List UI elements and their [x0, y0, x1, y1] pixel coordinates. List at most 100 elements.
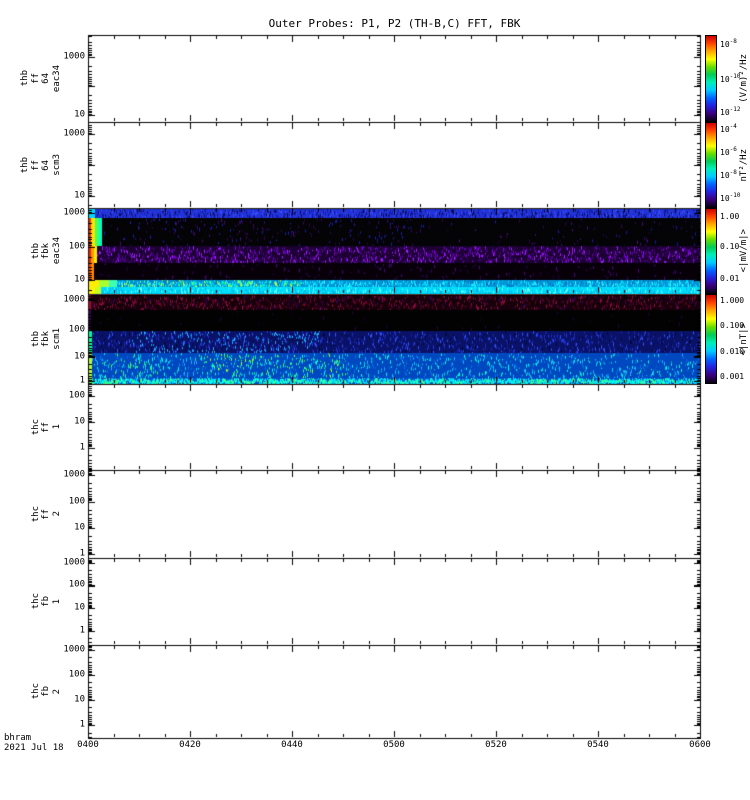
y-axis-label-line: thc — [30, 418, 41, 436]
y-axis-label-line: scm1 — [51, 328, 62, 350]
y-tick-label: 1000 — [63, 51, 85, 62]
colorbar-tick-label: 0.10 — [720, 241, 740, 251]
x-tick-label: 0420 — [179, 740, 201, 750]
y-tick-label: 1000 — [63, 557, 85, 568]
y-axis-label-line: scm3 — [51, 154, 62, 176]
colorbar-tick-label: 10-8 — [720, 37, 737, 49]
colorbar-unit-thb-ff-64-scm3: nT²/Hz — [737, 122, 750, 208]
exponent: -8 — [729, 169, 737, 177]
y-tick-label: 1 — [79, 625, 85, 636]
y-tick-label: 1000 — [63, 128, 85, 139]
y-axis-label-line: fb — [41, 686, 52, 697]
y-axis-label-line: ff — [41, 508, 52, 520]
y-tick-label: 1 — [79, 719, 85, 730]
y-tick-label: 10 — [74, 602, 85, 613]
colorbar-tick-label: 0.01 — [720, 273, 740, 283]
y-axis-label-line: thc — [30, 683, 41, 700]
exponent: -12 — [729, 105, 741, 113]
exponent: -6 — [729, 146, 737, 154]
y-tick-label: 100 — [68, 241, 85, 252]
y-tick-label: 100 — [68, 324, 85, 335]
y-tick-label: 1000 — [63, 207, 85, 218]
y-axis-label-line: 2 — [51, 511, 62, 517]
colorbar-tick-label: 10-10 — [720, 72, 741, 84]
y-tick-label: 10 — [74, 416, 85, 427]
y-tick-label: 10 — [74, 351, 85, 362]
colorbar-thb-fbk-scm1 — [705, 294, 717, 384]
colorbar-thb-fbk-eac34 — [705, 208, 717, 294]
colorbar-unit-thb-fbk-eac34: <|mV/m|> — [737, 208, 750, 294]
exponent: -8 — [729, 37, 737, 45]
y-axis-label-thc-ff-2: thc ff 2 — [20, 470, 62, 558]
x-tick-label: 0500 — [383, 740, 405, 750]
y-tick-label: 1 — [79, 442, 85, 453]
colorbar-tick-label: 10-12 — [720, 105, 741, 117]
x-tick-label: 0520 — [485, 740, 507, 750]
plot-title: Outer Probes: P1, P2 (TH-B,C) FFT, FBK — [268, 17, 521, 30]
y-axis-label-line: 1 — [51, 598, 62, 605]
colorbar-tick-label: 10-4 — [720, 123, 737, 134]
y-axis-label-line: fbk — [41, 242, 52, 260]
y-tick-label: 1 — [79, 548, 85, 559]
colorbar-tick-label: 1.000 — [720, 296, 745, 306]
y-tick-label: 100 — [68, 390, 85, 401]
y-tick-label: 1000 — [63, 644, 85, 655]
y-tick-label: 100 — [68, 496, 85, 507]
colorbar-tick-label: 0.010 — [720, 346, 745, 356]
colorbar-tick-label: 1.00 — [720, 212, 740, 222]
colorbar-tick-label: 10-8 — [720, 169, 737, 181]
y-axis-label-line: thb — [20, 70, 31, 87]
y-axis-label-line: thc — [30, 593, 41, 610]
footer-date: 2021 Jul 18 — [4, 743, 64, 753]
y-axis-label-line: thc — [30, 505, 41, 523]
exponent: -4 — [729, 123, 737, 131]
y-axis-label-thb-ff-64-eac34: thb ff 64 eac34 — [20, 35, 62, 122]
colorbar-unit-thb-fbk-scm1: <|nT|> — [737, 294, 750, 384]
y-tick-label: 100 — [68, 579, 85, 590]
colorbar-thb-ff-64-eac34 — [705, 35, 717, 122]
colorbar-tick-label: 10-6 — [720, 146, 737, 157]
y-axis-label-line: ff — [41, 421, 52, 433]
colorbar-unit-text: nT²/Hz — [738, 148, 749, 182]
y-axis-label-line: thb — [30, 330, 41, 348]
y-axis-label-line: thb — [20, 156, 31, 174]
exponent: -10 — [729, 191, 741, 199]
x-tick-label: 0540 — [587, 740, 609, 750]
colorbar-tick-label: 10-10 — [720, 191, 741, 203]
x-tick-label: 0400 — [77, 740, 99, 750]
y-tick-label: 10 — [74, 274, 85, 285]
y-axis-label-thb-ff-64-scm3: thb ff 64 scm3 — [20, 122, 62, 208]
y-tick-label: 10 — [74, 694, 85, 705]
y-axis-label-line: 2 — [51, 688, 62, 695]
y-axis-label-line: fb — [41, 596, 52, 607]
y-tick-label: 1000 — [63, 294, 85, 305]
y-axis-label-line: 64 — [41, 73, 52, 84]
colorbar-unit-text: <|mV/m|> — [738, 229, 749, 273]
colorbar-thb-ff-64-scm3 — [705, 122, 717, 208]
y-axis-label-line: fbk — [41, 330, 52, 348]
y-axis-label-thc-fb-2: thc fb 2 — [20, 645, 62, 738]
colorbar-unit-text: <|nT|> — [738, 322, 749, 356]
y-tick-label: 1000 — [63, 469, 85, 480]
y-axis-label-line: ff — [30, 73, 41, 84]
y-axis-label-line: thb — [30, 242, 41, 260]
colorbar-unit-text: (V/m)²/Hz — [738, 54, 749, 103]
exponent: -10 — [729, 72, 741, 80]
y-tick-label: 10 — [74, 109, 85, 120]
y-axis-label-thc-ff-1: thc ff 1 — [20, 384, 62, 470]
y-tick-label: 10 — [74, 190, 85, 201]
y-axis-label-line: eac34 — [51, 64, 62, 93]
y-tick-label: 100 — [68, 669, 85, 680]
colorbar-unit-thb-ff-64-eac34: (V/m)²/Hz — [737, 35, 750, 122]
y-tick-label: 1 — [79, 375, 85, 386]
y-axis-label-line: eac34 — [51, 237, 62, 265]
y-tick-label: 10 — [74, 522, 85, 533]
y-axis-label-line: 64 — [41, 159, 52, 171]
y-axis-label-line: ff — [30, 159, 41, 171]
y-axis-label-thb-fbk-scm1: thb fbk scm1 — [20, 294, 62, 384]
x-tick-label: 0440 — [281, 740, 303, 750]
y-axis-label-thc-fb-1: thc fb 1 — [20, 558, 62, 645]
footer-username: bhram — [4, 733, 32, 743]
colorbar-tick-label: 0.100 — [720, 321, 745, 331]
